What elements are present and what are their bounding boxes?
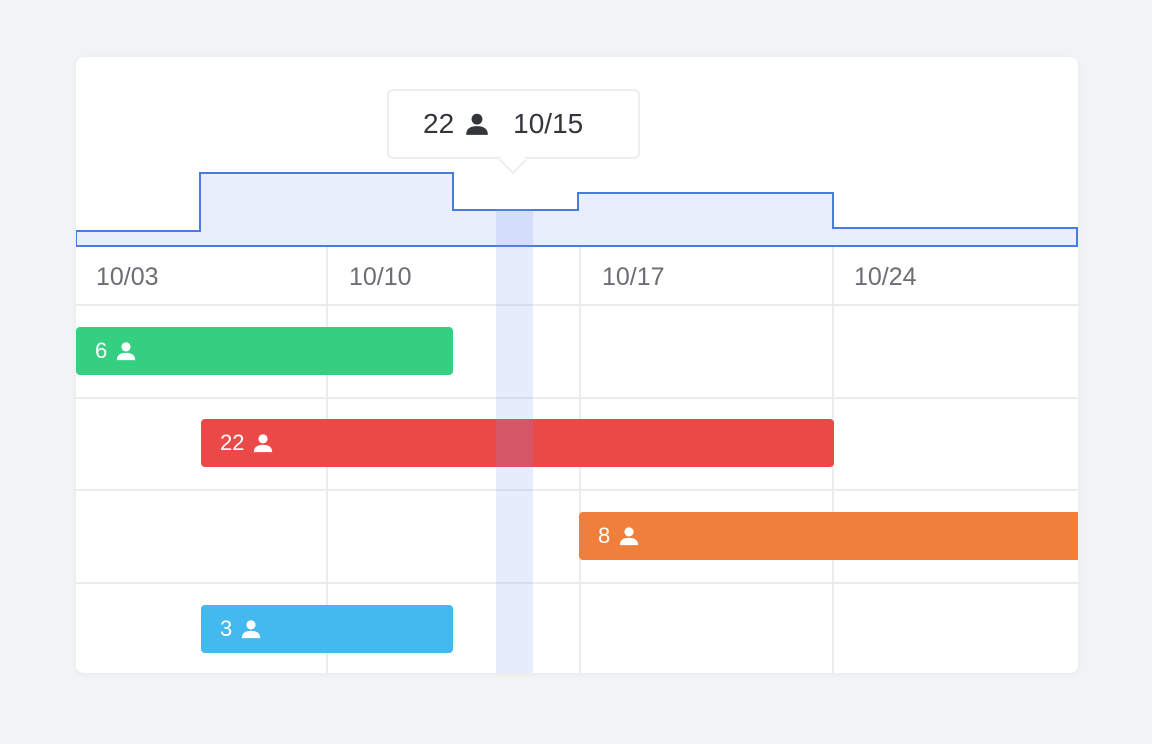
bar-count: 8 [598, 523, 611, 548]
booking-bar-red[interactable]: 22 [201, 419, 834, 467]
bar-count: 3 [220, 616, 233, 641]
person-icon [620, 527, 639, 546]
booking-bar-orange[interactable]: 8 [579, 512, 1078, 560]
booking-bar-green[interactable]: 6 [76, 327, 453, 375]
bar-count: 22 [220, 430, 245, 455]
date-label: 10/17 [602, 263, 665, 291]
occupancy-step-chart [76, 172, 1078, 247]
row-divider [76, 304, 1078, 306]
tooltip-date: 10/15 [513, 108, 584, 139]
date-label: 10/24 [854, 263, 917, 291]
tooltip-count: 22 [423, 108, 455, 139]
bar-count: 6 [95, 338, 108, 363]
row-divider [76, 489, 1078, 491]
person-icon [466, 113, 488, 135]
row-divider [76, 397, 1078, 399]
row-divider [76, 582, 1078, 584]
person-icon [242, 620, 261, 639]
date-label: 10/10 [349, 263, 412, 291]
person-icon [117, 342, 136, 361]
date-label: 10/03 [96, 263, 159, 291]
timeline-card: 10/03 10/10 10/17 10/24 6 22 8 3 [76, 57, 1078, 673]
person-icon [254, 434, 273, 453]
booking-bar-blue[interactable]: 3 [201, 605, 453, 653]
